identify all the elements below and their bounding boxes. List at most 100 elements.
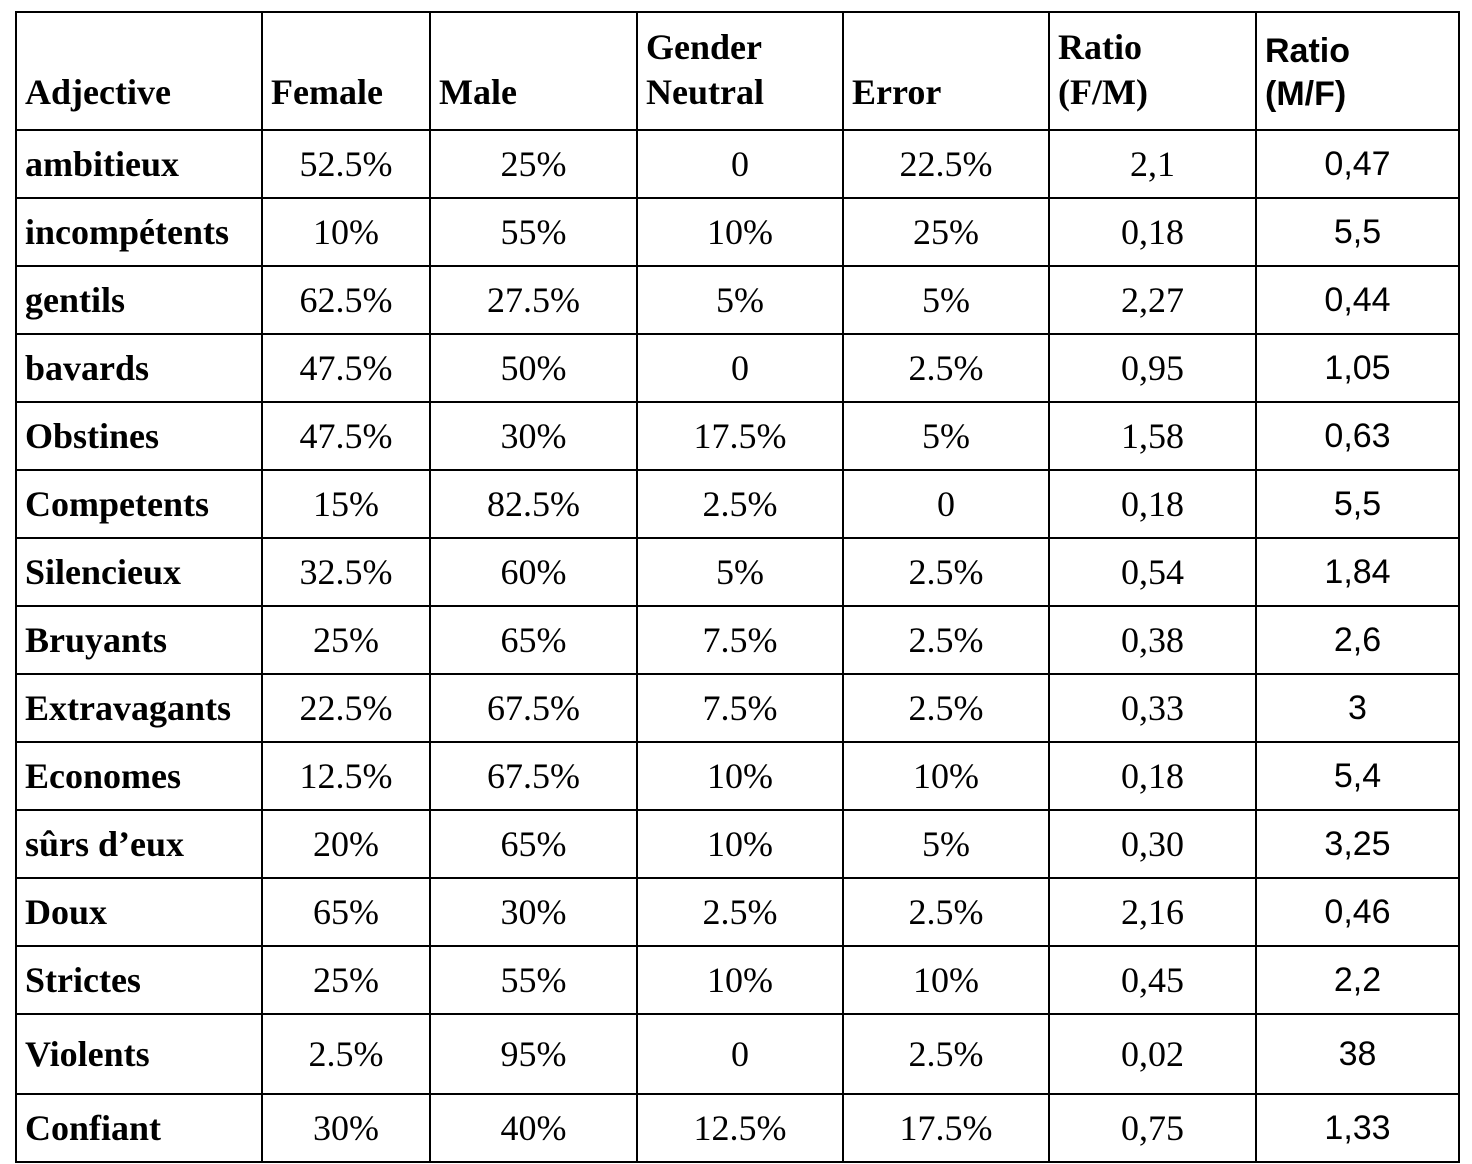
female-cell: 47.5% bbox=[261, 333, 431, 403]
ratio-fm-cell: 2,16 bbox=[1048, 877, 1257, 947]
ratio-fm-cell: 0,38 bbox=[1048, 605, 1257, 675]
error-cell: 10% bbox=[842, 945, 1050, 1015]
error-cell: 5% bbox=[842, 401, 1050, 471]
adjective-cell: sûrs d’eux bbox=[15, 809, 263, 879]
table-row: Bruyants 25% 65% 7.5% 2.5% 0,38 2,6 bbox=[15, 605, 1460, 675]
header-row: Adjective Female Male Gender Neutral Error Rat… bbox=[15, 11, 1460, 131]
adjective-cell: gentils bbox=[15, 265, 263, 335]
ratio-fm-cell: 0,54 bbox=[1048, 537, 1257, 607]
error-cell: 0 bbox=[842, 469, 1050, 539]
header-line: Ratio bbox=[1058, 27, 1142, 67]
male-cell: 40% bbox=[429, 1093, 638, 1163]
table-row: Economes 12.5% 67.5% 10% 10% 0,18 5,4 bbox=[15, 741, 1460, 811]
ratio-mf-cell: 0,46 bbox=[1255, 877, 1460, 947]
male-cell: 55% bbox=[429, 945, 638, 1015]
table-row: Violents 2.5% 95% 0 2.5% 0,02 38 bbox=[15, 1013, 1460, 1095]
female-cell: 32.5% bbox=[261, 537, 431, 607]
male-cell: 82.5% bbox=[429, 469, 638, 539]
error-cell: 10% bbox=[842, 741, 1050, 811]
ratio-mf-cell: 38 bbox=[1255, 1013, 1460, 1095]
table-row: Strictes 25% 55% 10% 10% 0,45 2,2 bbox=[15, 945, 1460, 1015]
ratio-fm-cell: 0,02 bbox=[1048, 1013, 1257, 1095]
neutral-cell: 10% bbox=[636, 197, 844, 267]
header-line: Neutral bbox=[646, 72, 764, 112]
header-female: Female bbox=[261, 11, 431, 131]
error-cell: 17.5% bbox=[842, 1093, 1050, 1163]
adjective-cell: Silencieux bbox=[15, 537, 263, 607]
table-row: ambitieux 52.5% 25% 0 22.5% 2,1 0,47 bbox=[15, 129, 1460, 199]
female-cell: 22.5% bbox=[261, 673, 431, 743]
female-cell: 65% bbox=[261, 877, 431, 947]
ratio-fm-cell: 0,30 bbox=[1048, 809, 1257, 879]
adjective-cell: Extravagants bbox=[15, 673, 263, 743]
neutral-cell: 2.5% bbox=[636, 877, 844, 947]
ratio-mf-cell: 2,6 bbox=[1255, 605, 1460, 675]
error-cell: 2.5% bbox=[842, 877, 1050, 947]
female-cell: 15% bbox=[261, 469, 431, 539]
female-cell: 20% bbox=[261, 809, 431, 879]
neutral-cell: 10% bbox=[636, 809, 844, 879]
header-ratio-fm: Ratio (F/M) bbox=[1048, 11, 1257, 131]
female-cell: 12.5% bbox=[261, 741, 431, 811]
neutral-cell: 7.5% bbox=[636, 673, 844, 743]
table-row: Silencieux 32.5% 60% 5% 2.5% 0,54 1,84 bbox=[15, 537, 1460, 607]
table-row: Competents 15% 82.5% 2.5% 0 0,18 5,5 bbox=[15, 469, 1460, 539]
error-cell: 2.5% bbox=[842, 537, 1050, 607]
ratio-mf-cell: 5,4 bbox=[1255, 741, 1460, 811]
female-cell: 25% bbox=[261, 945, 431, 1015]
header-line: Error bbox=[852, 72, 942, 112]
adjective-cell: bavards bbox=[15, 333, 263, 403]
adjective-cell: Obstines bbox=[15, 401, 263, 471]
ratio-mf-cell: 1,33 bbox=[1255, 1093, 1460, 1163]
neutral-cell: 0 bbox=[636, 333, 844, 403]
error-cell: 5% bbox=[842, 265, 1050, 335]
adjective-cell: Competents bbox=[15, 469, 263, 539]
table-row: Extravagants 22.5% 67.5% 7.5% 2.5% 0,33 3 bbox=[15, 673, 1460, 743]
table-body: ambitieux 52.5% 25% 0 22.5% 2,1 0,47 incompéten… bbox=[15, 129, 1460, 1163]
male-cell: 27.5% bbox=[429, 265, 638, 335]
male-cell: 30% bbox=[429, 401, 638, 471]
error-cell: 22.5% bbox=[842, 129, 1050, 199]
ratio-fm-cell: 2,27 bbox=[1048, 265, 1257, 335]
table-row: gentils 62.5% 27.5% 5% 5% 2,27 0,44 bbox=[15, 265, 1460, 335]
neutral-cell: 10% bbox=[636, 741, 844, 811]
female-cell: 25% bbox=[261, 605, 431, 675]
ratio-mf-cell: 3 bbox=[1255, 673, 1460, 743]
table-row: Confiant 30% 40% 12.5% 17.5% 0,75 1,33 bbox=[15, 1093, 1460, 1163]
male-cell: 65% bbox=[429, 605, 638, 675]
adjective-cell: Bruyants bbox=[15, 605, 263, 675]
ratio-fm-cell: 0,18 bbox=[1048, 469, 1257, 539]
adjective-cell: incompétents bbox=[15, 197, 263, 267]
adjective-cell: Doux bbox=[15, 877, 263, 947]
ratio-fm-cell: 0,75 bbox=[1048, 1093, 1257, 1163]
ratio-fm-cell: 0,45 bbox=[1048, 945, 1257, 1015]
neutral-cell: 17.5% bbox=[636, 401, 844, 471]
female-cell: 47.5% bbox=[261, 401, 431, 471]
error-cell: 25% bbox=[842, 197, 1050, 267]
male-cell: 55% bbox=[429, 197, 638, 267]
table-row: sûrs d’eux 20% 65% 10% 5% 0,30 3,25 bbox=[15, 809, 1460, 879]
adjective-cell: ambitieux bbox=[15, 129, 263, 199]
male-cell: 30% bbox=[429, 877, 638, 947]
header-line: Adjective bbox=[25, 72, 171, 112]
ratio-mf-cell: 3,25 bbox=[1255, 809, 1460, 879]
neutral-cell: 0 bbox=[636, 1013, 844, 1095]
neutral-cell: 12.5% bbox=[636, 1093, 844, 1163]
header-line: Gender bbox=[646, 27, 762, 67]
male-cell: 50% bbox=[429, 333, 638, 403]
ratio-fm-cell: 0,18 bbox=[1048, 741, 1257, 811]
header-line: Male bbox=[439, 72, 517, 112]
male-cell: 25% bbox=[429, 129, 638, 199]
neutral-cell: 5% bbox=[636, 265, 844, 335]
adjective-cell: Violents bbox=[15, 1013, 263, 1095]
ratio-fm-cell: 1,58 bbox=[1048, 401, 1257, 471]
ratio-fm-cell: 2,1 bbox=[1048, 129, 1257, 199]
adjective-cell: Confiant bbox=[15, 1093, 263, 1163]
neutral-cell: 10% bbox=[636, 945, 844, 1015]
header-adjective: Adjective bbox=[15, 11, 263, 131]
ratio-mf-cell: 0,44 bbox=[1255, 265, 1460, 335]
male-cell: 67.5% bbox=[429, 741, 638, 811]
error-cell: 2.5% bbox=[842, 605, 1050, 675]
adjective-gender-table: Adjective Female Male Gender Neutral Error Rat… bbox=[15, 11, 1460, 1163]
header-error: Error bbox=[842, 11, 1050, 131]
